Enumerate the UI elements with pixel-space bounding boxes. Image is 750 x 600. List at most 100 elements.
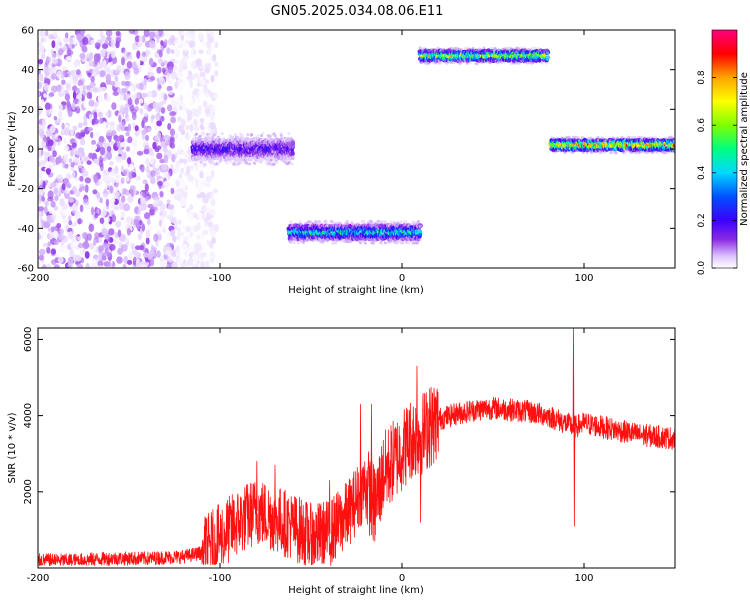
heatmap-cell — [43, 67, 49, 74]
heatmap-cell — [56, 174, 63, 181]
heatmap-cell — [154, 209, 161, 217]
heatmap-cell — [127, 123, 131, 132]
heatmap-cell — [209, 56, 213, 62]
heatmap-cell — [187, 174, 194, 182]
heatmap-cell — [160, 40, 164, 46]
heatmap-cell — [202, 195, 209, 204]
heatmap-cell — [418, 238, 422, 242]
heatmap-cell — [77, 242, 84, 249]
heatmap-cell — [372, 241, 375, 245]
heatmap-cell — [201, 39, 207, 47]
heatmap-cell — [212, 133, 216, 137]
heatmap-cell — [182, 69, 189, 78]
heatmap-cell — [79, 52, 86, 60]
heatmap-cell — [166, 85, 173, 92]
heatmap-cell — [164, 39, 168, 45]
heatmap-cell — [72, 79, 79, 86]
heatmap-cell — [65, 56, 73, 61]
heatmap-cell — [94, 232, 100, 239]
heatmap-cell — [166, 264, 172, 268]
heatmap-cell — [182, 49, 186, 56]
heatmap-cell — [58, 48, 64, 56]
heatmap-cell — [141, 264, 147, 268]
heatmap-cell — [50, 200, 56, 208]
heatmap-cell — [105, 198, 110, 207]
heatmap-cell — [99, 30, 104, 38]
heatmap-cell — [189, 33, 196, 40]
heatmap-cell — [38, 211, 42, 217]
heatmap-cell — [314, 220, 318, 224]
heatmap-cell — [145, 50, 150, 58]
heatmap-cell — [146, 165, 150, 174]
heatmap-cell — [399, 220, 403, 224]
heatmap-cell — [136, 150, 144, 156]
heatmap-cell — [126, 228, 131, 236]
heatmap-cell — [38, 171, 43, 180]
heatmap-cell — [203, 120, 207, 128]
heatmap-cell — [70, 162, 75, 168]
heatmap-cell — [207, 221, 214, 228]
heatmap-cell — [380, 220, 384, 224]
heatmap-cell — [54, 195, 59, 202]
heatmap-cell — [200, 232, 205, 239]
heatmap-cell — [38, 206, 45, 212]
heatmap-cell — [38, 123, 43, 130]
heatmap-cell — [163, 171, 169, 178]
heatmap-cell — [82, 241, 90, 250]
heatmap-cell — [51, 52, 57, 59]
heatmap-cell — [93, 53, 99, 62]
heatmap-cell — [145, 134, 149, 141]
heatmap-cell — [119, 121, 125, 130]
heatmap-cell — [119, 142, 126, 148]
heatmap-cell — [199, 117, 205, 124]
heatmap-cell — [93, 111, 98, 121]
heatmap-cell — [72, 149, 76, 156]
heatmap-cell — [109, 124, 115, 132]
heatmap-cell — [291, 145, 295, 149]
heatmap-cell — [151, 114, 155, 120]
heatmap-cell — [290, 150, 295, 156]
heatmap-cell — [113, 79, 120, 88]
heatmap-cell — [370, 220, 374, 224]
heatmap-cell — [131, 139, 138, 148]
heatmap-cell — [38, 141, 41, 147]
heatmap-cell — [82, 121, 88, 127]
heatmap-cell — [167, 79, 173, 85]
heatmap-cell — [177, 144, 183, 152]
heatmap-cell — [189, 41, 196, 48]
heatmap-cell — [66, 100, 71, 108]
heatmap-cell — [140, 164, 145, 173]
heatmap-cell — [210, 193, 215, 199]
heatmap-cell — [205, 48, 212, 55]
heatmap-cell — [279, 134, 283, 137]
heatmap-cell — [118, 201, 125, 210]
heatmap-cell — [79, 204, 84, 213]
heatmap-cell — [96, 192, 101, 199]
heatmap-cell — [50, 182, 57, 188]
heatmap-cell — [125, 146, 131, 152]
heatmap-cell — [178, 105, 184, 111]
heatmap-cell — [248, 162, 252, 166]
heatmap-cell — [287, 160, 291, 164]
heatmap-cell — [97, 111, 103, 118]
heatmap-cell — [157, 180, 164, 187]
heatmap-cell — [54, 132, 59, 140]
heatmap-cell — [180, 167, 185, 174]
heatmap-cell — [81, 45, 88, 53]
heatmap-cell — [439, 61, 443, 65]
heatmap-cell — [130, 94, 136, 101]
heatmap-cell — [147, 218, 151, 226]
heatmap-cell — [38, 198, 42, 205]
heatmap-cell — [207, 227, 215, 233]
heatmap-cell — [256, 134, 260, 138]
heatmap-cell — [72, 185, 78, 194]
heatmap-cell — [91, 144, 98, 151]
heatmap-cell — [53, 264, 60, 268]
heatmap-cell — [48, 108, 54, 115]
heatmap-cell — [84, 184, 89, 193]
heatmap-cell — [62, 209, 68, 216]
heatmap-cell — [291, 155, 295, 159]
heatmap-cell — [44, 200, 49, 207]
